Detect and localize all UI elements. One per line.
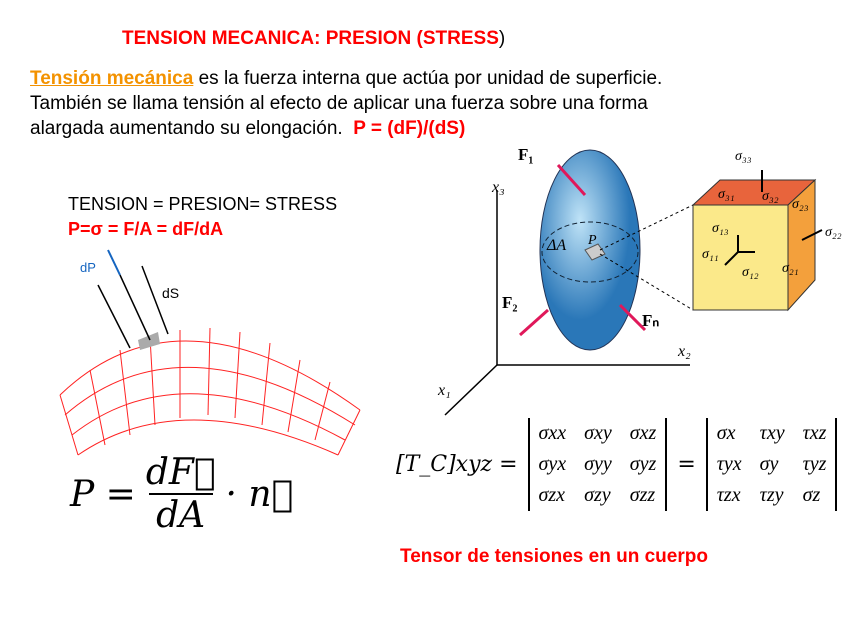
slide-title: TENSION MECANICA: PRESION (STRESS) xyxy=(122,28,506,49)
F1-label: F₁ xyxy=(518,145,533,164)
dS-label: dS xyxy=(162,285,179,301)
P-label: P xyxy=(587,233,597,248)
sigma21-label: σ₂₁ xyxy=(782,261,799,276)
tensor-caption: Tensor de tensiones en un cuerpo xyxy=(400,546,708,567)
stress-tensor-equation: [T_C]xyz = σxx σxy σxz σyx σyy σyz σzx σzy σzz… xyxy=(396,418,838,511)
sigma22-label: σ₂₂ xyxy=(825,225,842,240)
tensor-matrix-tau: σx τxy τxz τyx σy τyz τzx τzy σz xyxy=(705,418,838,511)
term-link[interactable]: Tensión mecánica xyxy=(30,68,194,89)
x1-label: x₁ xyxy=(437,382,451,399)
sigma33-label: σ₃₃ xyxy=(735,149,752,164)
pressure-vector-formula: P = dF⃗ dA · n⃗ xyxy=(70,452,294,536)
sigma13-label: σ₁₃ xyxy=(712,221,729,236)
sigma11-label: σ₁₁ xyxy=(702,247,719,262)
stress-body-diagram: x₃ x₂ x₁ F₁ F₂ Fₙ ΔA P σ₃₃ σ₃₁ σ₃₂ σ₂₃ σ… xyxy=(437,145,842,416)
surface-diagram: dP dS xyxy=(59,249,361,456)
deltaA-label: ΔA xyxy=(546,237,566,254)
sigma31-label: σ₃₁ xyxy=(718,187,735,202)
pressure-formula: P=σ = F/A = dF/dA xyxy=(68,219,224,239)
F2-label: F₂ xyxy=(502,293,517,312)
dP-label: dP xyxy=(80,260,96,275)
sigma23-label: σ₂₃ xyxy=(792,197,809,212)
intro-paragraph: Tensión mecánica es la fuerza interna qu… xyxy=(30,68,663,139)
x2-label: x₂ xyxy=(677,343,691,360)
equivalence-label: TENSION = PRESION= STRESS xyxy=(68,194,338,214)
sigma12-label: σ₁₂ xyxy=(742,265,759,280)
Fn-label: Fₙ xyxy=(642,311,659,330)
intro-formula: P = (dF)/(dS) xyxy=(353,118,466,139)
sigma32-label: σ₃₂ xyxy=(762,189,779,204)
tensor-matrix-sigma: σxx σxy σxz σyx σyy σyz σzx σzy σzz xyxy=(527,418,668,511)
x3-label: x₃ xyxy=(491,179,505,196)
